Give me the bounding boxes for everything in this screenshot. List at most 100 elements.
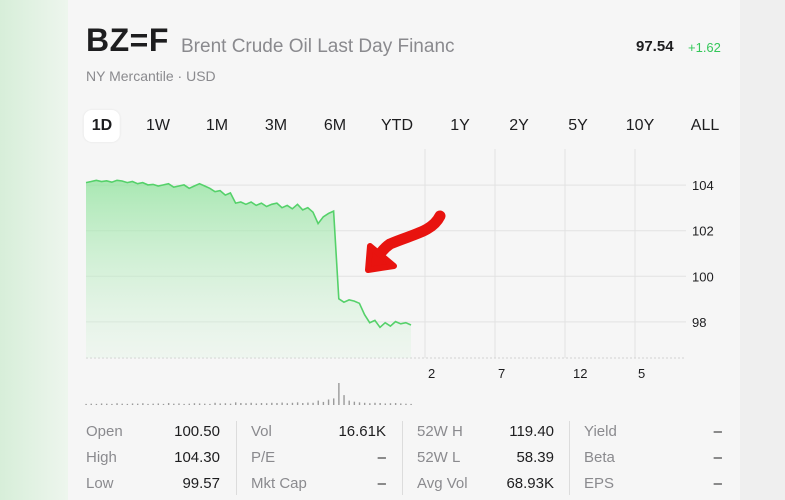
ticker-symbol: BZ=F xyxy=(86,22,169,58)
volume-bar xyxy=(255,403,258,405)
volume-bar xyxy=(90,403,92,405)
y-tick-label: 98 xyxy=(692,315,706,330)
stat-value-open: 100.50 xyxy=(174,423,220,440)
stat-label-low: Low xyxy=(86,475,114,492)
range-5y[interactable]: 5Y xyxy=(568,117,588,134)
stat-label-52w-high: 52W H xyxy=(417,423,463,440)
annotation-arrow-head xyxy=(365,243,397,273)
range-ytd[interactable]: YTD xyxy=(381,117,413,134)
volume-bar xyxy=(348,400,350,405)
price-change: +1.62 xyxy=(688,40,721,55)
volume-bar xyxy=(271,402,273,405)
volume-bar xyxy=(245,403,247,405)
range-2y[interactable]: 2Y xyxy=(509,117,529,134)
volume-bar xyxy=(296,402,299,405)
volume-bar xyxy=(286,403,288,405)
range-1d[interactable]: 1D xyxy=(83,110,121,142)
y-tick-label: 104 xyxy=(692,178,714,193)
volume-bar xyxy=(276,403,278,405)
range-3m[interactable]: 3M xyxy=(264,117,288,134)
volume-bar xyxy=(394,403,397,405)
stat-label-vol: Vol xyxy=(251,423,272,440)
volume-bar xyxy=(126,403,129,405)
volume-bar xyxy=(111,403,113,405)
volume-bar xyxy=(224,403,227,405)
volume-bar xyxy=(116,403,118,405)
stat-value-52w-high: 119.40 xyxy=(509,423,554,440)
volume-bar xyxy=(95,403,98,405)
volume-bar xyxy=(188,403,190,405)
stat-label-eps: EPS xyxy=(584,475,615,492)
volume-bar xyxy=(374,402,376,405)
range-6m[interactable]: 6M xyxy=(323,117,347,134)
volume-bar xyxy=(317,400,319,405)
volume-bar xyxy=(358,402,361,405)
volume-bar xyxy=(209,403,211,405)
volume-bar xyxy=(281,402,283,405)
range-all[interactable]: ALL xyxy=(690,117,720,134)
volume-bar xyxy=(265,403,268,405)
annotation-arrow xyxy=(365,210,446,273)
stat-label-pe: P/E xyxy=(251,449,276,466)
background-left xyxy=(0,0,70,500)
stat-value-mkt-cap: – xyxy=(377,475,386,492)
volume-bar xyxy=(312,402,314,405)
range-1m[interactable]: 1M xyxy=(205,117,229,134)
volume-bar xyxy=(327,399,330,405)
price-chart[interactable]: 104 102 100 98 2 7 12 5 xyxy=(68,0,740,410)
background-right xyxy=(740,0,785,500)
stat-label-mkt-cap: Mkt Cap xyxy=(251,475,307,492)
volume-bar xyxy=(363,402,366,405)
volume-bar xyxy=(322,401,325,405)
time-range-selector: 1D 1W 1M 3M 6M YTD 1Y 2Y 5Y 10Y ALL xyxy=(80,110,730,144)
volume-bar xyxy=(400,403,402,405)
stats-divider xyxy=(236,421,237,495)
volume-bar xyxy=(167,403,170,405)
volume-bar xyxy=(147,403,149,405)
volume-bar xyxy=(100,403,103,405)
volume-bar xyxy=(152,403,154,405)
stat-value-pe: – xyxy=(377,449,386,466)
x-tick-label: 12 xyxy=(573,366,587,381)
volume-bar xyxy=(106,403,108,405)
y-axis-ticks: 104 102 100 98 xyxy=(692,178,714,330)
volume-bar xyxy=(219,403,221,405)
range-1w[interactable]: 1W xyxy=(146,117,170,134)
volume-bars xyxy=(85,383,412,405)
volume-bar xyxy=(405,403,407,405)
volume-bar xyxy=(250,402,252,405)
volume-bar xyxy=(157,403,160,405)
volume-bar xyxy=(291,402,294,405)
x-tick-label: 7 xyxy=(498,366,505,381)
volume-bar xyxy=(204,403,206,405)
volume-bar xyxy=(121,403,123,405)
volume-bar xyxy=(162,403,165,405)
range-1y[interactable]: 1Y xyxy=(450,117,470,134)
volume-bar xyxy=(173,403,175,405)
exchange-currency: NY Mercantile · USD xyxy=(86,68,216,84)
stats-divider xyxy=(402,421,403,495)
volume-bar xyxy=(214,402,216,405)
stock-detail-panel: BZ=F Brent Crude Oil Last Day Financ 97.… xyxy=(68,0,740,500)
stats-divider xyxy=(569,421,570,495)
stat-label-avg-vol: Avg Vol xyxy=(417,475,468,492)
volume-bar xyxy=(389,403,392,405)
x-axis-ticks: 2 7 12 5 xyxy=(428,366,645,381)
current-price: 97.54 xyxy=(636,38,674,55)
stat-label-open: Open xyxy=(86,423,123,440)
stats-grid: Open 100.50 Vol 16.61K 52W H 119.40 Yiel… xyxy=(68,415,740,500)
range-10y[interactable]: 10Y xyxy=(625,117,655,134)
volume-bar xyxy=(229,403,232,405)
volume-bar xyxy=(260,403,263,405)
x-tick-label: 2 xyxy=(428,366,435,381)
price-area-fill xyxy=(86,180,411,358)
volume-bar xyxy=(307,402,309,405)
volume-bar xyxy=(240,403,242,405)
volume-bar xyxy=(235,402,237,405)
y-tick-label: 100 xyxy=(692,269,714,284)
stat-value-low: 99.57 xyxy=(182,475,220,492)
stat-value-eps: – xyxy=(713,475,722,492)
x-tick-label: 5 xyxy=(638,366,645,381)
stat-value-52w-low: 58.39 xyxy=(516,449,554,466)
stat-label-beta: Beta xyxy=(584,449,615,466)
